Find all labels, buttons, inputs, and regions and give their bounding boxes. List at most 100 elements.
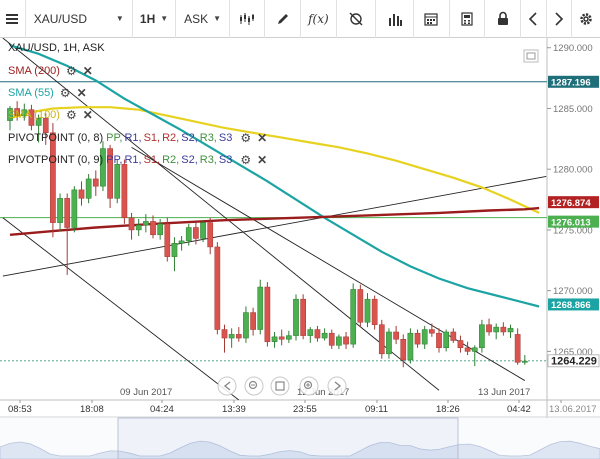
legend-level-1: R1,: [124, 132, 142, 144]
time-tick-label: 09:11: [365, 404, 388, 415]
candle-body: [243, 312, 249, 339]
close-icon[interactable]: ✕: [257, 153, 268, 167]
menu-button[interactable]: [0, 0, 26, 38]
candle-body: [414, 332, 421, 345]
candle-body: [28, 109, 35, 126]
legend-level-1: R1,: [124, 154, 142, 166]
close-icon[interactable]: ✕: [257, 131, 268, 145]
legend-pp9-levels: PP, R1, S1, R2, S2, R3, S3: [106, 154, 234, 166]
legend-pp9-prefix: PIVOTPOINT (0, 9): [8, 154, 104, 166]
chart-legend-title: XAU/USD, 1H, ASK: [8, 42, 105, 54]
lock-icon: [497, 11, 508, 25]
candle-body: [121, 164, 128, 219]
price-label-text: 1268.866: [551, 300, 591, 311]
gear-icon[interactable]: ⚙: [240, 153, 252, 167]
legend-level-2: S1,: [143, 132, 161, 144]
candlestick-icon: [240, 12, 255, 25]
legend-level-5: R3,: [199, 154, 217, 166]
candle-body: [228, 334, 235, 339]
candle-body: [443, 331, 449, 349]
legend-level-4: S2,: [181, 154, 198, 166]
calculator-button[interactable]: [450, 0, 486, 38]
zoom-out-control[interactable]: [244, 376, 264, 396]
legend-level-2: S1,: [143, 154, 161, 166]
popout-icon[interactable]: [523, 49, 539, 63]
zoom-reset-control[interactable]: [270, 376, 290, 396]
price-tick-label: 1275.000: [553, 225, 593, 236]
calendar-button[interactable]: [414, 0, 450, 38]
candle-body: [521, 360, 528, 363]
candle-body: [35, 117, 42, 126]
price-tick-label: 1265.000: [553, 347, 593, 358]
volume-button[interactable]: [376, 0, 414, 38]
gear-icon[interactable]: ⚙: [65, 108, 77, 122]
candle-body: [14, 108, 20, 116]
candle-body: [386, 331, 392, 355]
drawing-tools-button[interactable]: [265, 0, 302, 38]
candle-body: [421, 329, 428, 345]
gear-icon[interactable]: ⚙: [65, 64, 77, 78]
chevron-left-icon: [529, 11, 537, 26]
gear-icon[interactable]: ⚙: [240, 131, 252, 145]
candle-body: [135, 224, 142, 231]
candle-body: [235, 334, 242, 339]
scroll-left-control[interactable]: [217, 376, 237, 396]
price-side-label: ASK: [184, 11, 209, 26]
time-tick-label: 18:26: [436, 404, 460, 415]
trendline-0: [2, 38, 440, 391]
candle-body: [207, 222, 214, 248]
scroll-right-button[interactable]: [547, 0, 573, 38]
time-tick-label: 04:42: [507, 404, 531, 415]
price-side-selector[interactable]: ASK ▼: [176, 0, 230, 38]
candle-body: [164, 223, 171, 257]
price-label-text: 1264.229: [551, 356, 597, 368]
chevron-down-icon: ▼: [160, 14, 169, 23]
gear-icon[interactable]: ⚙: [59, 86, 71, 100]
candle-body: [479, 324, 485, 349]
scroll-right-control[interactable]: [327, 376, 347, 396]
candle-body: [57, 198, 63, 223]
symbol-selector[interactable]: XAU/USD ▼: [26, 0, 133, 38]
legend-level-0: PP,: [106, 154, 123, 166]
candle-body: [486, 324, 492, 333]
indicators-button[interactable]: f(x): [301, 0, 337, 38]
price-chart[interactable]: 1290.000 1285.000 1280.000 1275.000 1270.000…: [0, 38, 600, 459]
candle-body: [514, 334, 521, 363]
candle-body: [371, 298, 378, 325]
candle-body: [328, 332, 335, 346]
zoom-in-control[interactable]: [299, 376, 319, 396]
timeframe-label: 1H: [139, 11, 156, 26]
pencil-icon: [277, 13, 288, 24]
close-icon[interactable]: ✕: [82, 108, 93, 122]
price-label-box: [548, 298, 599, 311]
lock-button[interactable]: [485, 0, 521, 38]
candle-body: [436, 332, 442, 349]
scroll-left-button[interactable]: [521, 0, 547, 38]
time-tick-label: 04:24: [150, 404, 174, 415]
legend-pivotpoint-9: PIVOTPOINT (0, 9) PP, R1, S1, R2, S2, R3, S3 ⚙…: [8, 153, 267, 167]
legend-pp8-levels: PP, R1, S1, R2, S2, R3, S3: [106, 132, 234, 144]
sma55-line: [9, 44, 540, 308]
candle-body: [457, 340, 464, 349]
candle-body: [271, 336, 278, 342]
candle-body: [429, 329, 435, 334]
sma200-line: [9, 206, 540, 236]
close-icon[interactable]: ✕: [76, 86, 87, 100]
candle-body: [107, 148, 113, 199]
legend-sma55: SMA (55) ⚙ ✕: [8, 86, 87, 100]
close-icon[interactable]: ✕: [82, 64, 93, 78]
legend-sma200-label: SMA (200): [8, 65, 60, 77]
candle-body: [378, 324, 385, 355]
chart-type-button[interactable]: [230, 0, 266, 38]
settings-button[interactable]: [572, 0, 600, 38]
candle-body: [364, 298, 371, 323]
candle-body: [500, 326, 507, 333]
price-tick-label: 1270.000: [553, 286, 593, 297]
legend-pivotpoint-8: PIVOTPOINT (0, 8) PP, R1, S1, R2, S2, R3, S3 ⚙…: [8, 131, 267, 145]
hide-drawings-button[interactable]: [337, 0, 377, 38]
chevron-right-icon: [334, 381, 342, 391]
candle-body: [185, 227, 192, 242]
timeframe-selector[interactable]: 1H ▼: [133, 0, 177, 38]
candle-body: [92, 178, 99, 187]
candle-body: [400, 339, 407, 361]
